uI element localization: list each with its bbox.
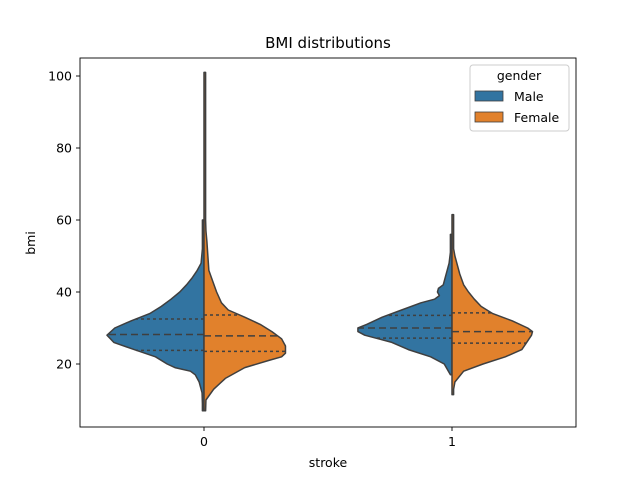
y-axis-label: bmi xyxy=(23,231,38,255)
x-tick-label-0: 0 xyxy=(200,434,208,449)
plot-frame xyxy=(79,57,577,428)
x-tick-label-1: 1 xyxy=(448,434,456,449)
legend: gender Male Female xyxy=(469,64,570,132)
legend-title: gender xyxy=(497,68,542,83)
legend-label-male: Male xyxy=(514,89,544,104)
legend-label-female: Female xyxy=(514,110,560,125)
y-tick-label-80: 80 xyxy=(56,141,72,156)
x-axis-label: stroke xyxy=(309,455,348,470)
violin-female-0 xyxy=(203,71,287,412)
y-tick-label-40: 40 xyxy=(56,285,72,300)
legend-swatch-female xyxy=(474,111,504,123)
y-tick-label-60: 60 xyxy=(56,213,72,228)
chart-title: BMI distributions xyxy=(265,34,391,52)
y-axis: 20 40 60 80 100 xyxy=(48,69,80,372)
y-tick-label-100: 100 xyxy=(48,69,72,84)
violin-male-1 xyxy=(357,233,453,376)
y-tick-label-20: 20 xyxy=(56,357,72,372)
violins-layer xyxy=(106,71,534,412)
legend-swatch-male xyxy=(474,90,504,102)
violin-female-1 xyxy=(451,213,534,396)
violin-male-0 xyxy=(106,219,205,412)
